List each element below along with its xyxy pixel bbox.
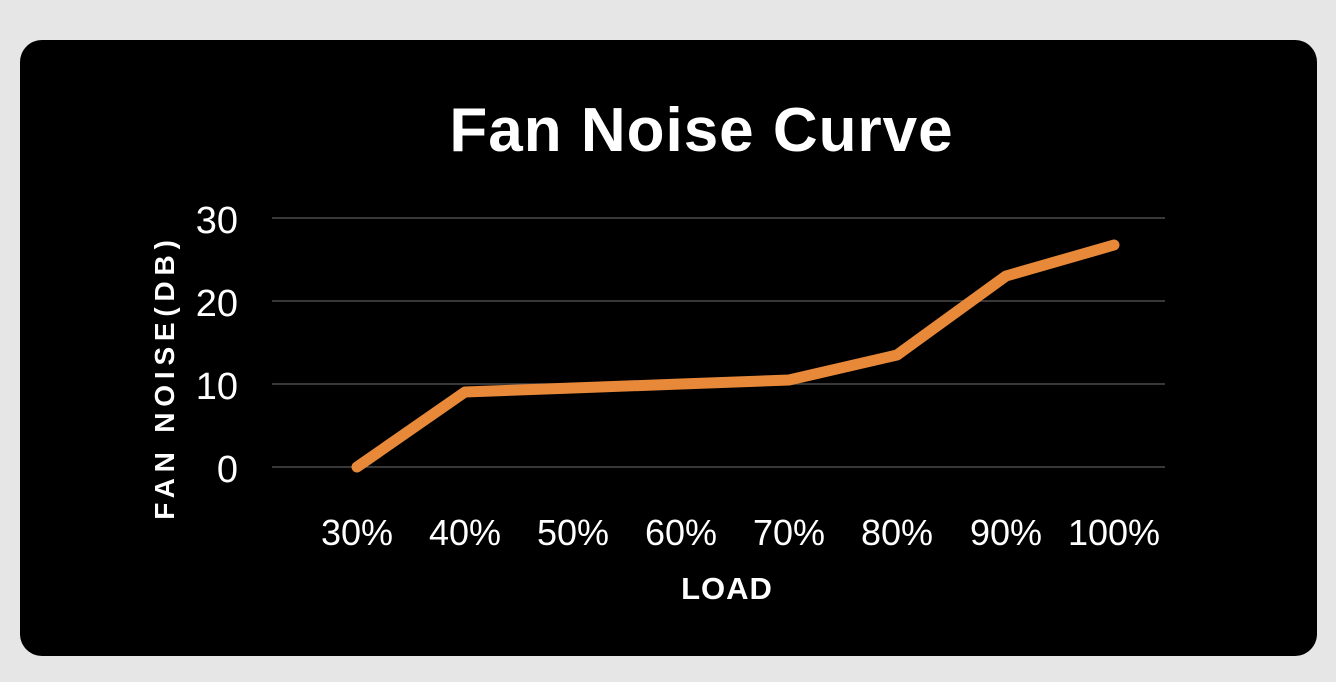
svg-text:30%: 30% [321, 512, 393, 553]
svg-text:50%: 50% [537, 512, 609, 553]
svg-text:0: 0 [217, 449, 238, 491]
svg-text:FAN NOISE(DB): FAN NOISE(DB) [149, 234, 180, 519]
svg-text:60%: 60% [645, 512, 717, 553]
svg-text:100%: 100% [1068, 512, 1160, 553]
svg-text:LOAD: LOAD [681, 571, 773, 606]
svg-text:10: 10 [196, 366, 238, 408]
svg-text:90%: 90% [970, 512, 1042, 553]
svg-text:70%: 70% [753, 512, 825, 553]
svg-text:40%: 40% [429, 512, 501, 553]
svg-text:30: 30 [196, 200, 238, 242]
svg-text:80%: 80% [861, 512, 933, 553]
svg-text:20: 20 [196, 283, 238, 325]
